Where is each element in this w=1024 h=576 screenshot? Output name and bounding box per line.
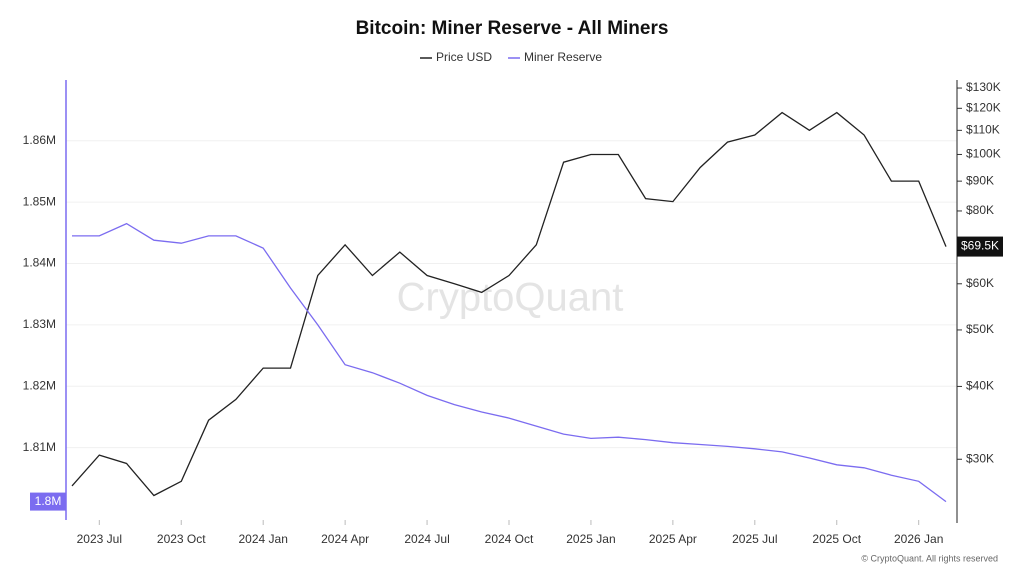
- watermark: CryptoQuant: [397, 276, 624, 320]
- value-badge: [957, 236, 1003, 257]
- credit: © CryptoQuant. All rights reserved: [861, 553, 998, 563]
- y-tick-label: 1.83M: [23, 317, 56, 331]
- x-tick-label: 2024 Jan: [238, 532, 287, 546]
- y2-tick-label: $80K: [966, 203, 994, 217]
- x-tick-label: 2024 Apr: [321, 532, 369, 546]
- y2-tick-label: $100K: [966, 147, 1001, 161]
- value-badge-label: 1.8M: [35, 494, 62, 508]
- y2-tick-label: $110K: [966, 123, 1000, 137]
- x-tick-label: 2025 Apr: [649, 532, 697, 546]
- value-badge: [30, 492, 66, 511]
- series-line: [72, 222, 947, 503]
- x-tick-label: 2023 Jul: [77, 532, 122, 546]
- x-tick-label: 2025 Jan: [566, 532, 615, 546]
- x-tick-label: 2025 Jul: [732, 532, 777, 546]
- x-tick-label: 2026 Jan: [894, 532, 943, 546]
- y2-tick-label: $30K: [966, 451, 994, 465]
- y-tick-label: 1.85M: [23, 194, 56, 208]
- x-tick-label: 2025 Oct: [812, 532, 861, 546]
- y2-tick-label: $60K: [966, 276, 994, 290]
- x-tick-label: 2024 Jul: [404, 532, 449, 546]
- y2-tick-label: $50K: [966, 322, 994, 336]
- x-tick-label: 2024 Oct: [485, 532, 534, 546]
- legend-label: Price USD: [436, 50, 492, 64]
- value-badge-label: $69.5K: [961, 239, 999, 253]
- x-tick-label: 2023 Oct: [157, 532, 206, 546]
- legend-label: Miner Reserve: [524, 50, 602, 64]
- y-tick-label: 1.82M: [23, 378, 56, 392]
- y-tick-label: 1.84M: [23, 256, 56, 270]
- y2-tick-label: $40K: [966, 379, 994, 393]
- chart-title: Bitcoin: Miner Reserve - All Miners: [356, 18, 669, 39]
- y2-tick-label: $120K: [966, 100, 1001, 114]
- y-tick-label: 1.81M: [23, 440, 56, 454]
- y2-tick-label: $130K: [966, 80, 1001, 94]
- series-line: [71, 111, 947, 497]
- y-tick-label: 1.86M: [23, 133, 56, 147]
- y2-tick-label: $90K: [966, 173, 994, 187]
